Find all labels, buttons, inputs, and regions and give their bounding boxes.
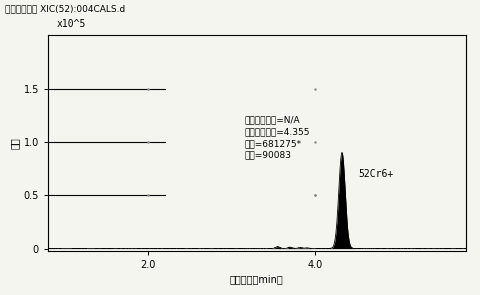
Text: 52Cr6+: 52Cr6+ [359, 169, 394, 179]
Text: 保留时间谱图 XIC(52):004CALS.d: 保留时间谱图 XIC(52):004CALS.d [5, 4, 125, 14]
X-axis label: 保留时间（min）: 保留时间（min） [230, 274, 284, 284]
Y-axis label: 计数: 计数 [10, 137, 19, 149]
Text: 玻璃保留时间=N/A
检测保留时间=4.355
面积=681275*
峰高=90083: 玻璃保留时间=N/A 检测保留时间=4.355 面积=681275* 峰高=90… [244, 115, 310, 160]
Text: x10^5: x10^5 [56, 19, 86, 29]
